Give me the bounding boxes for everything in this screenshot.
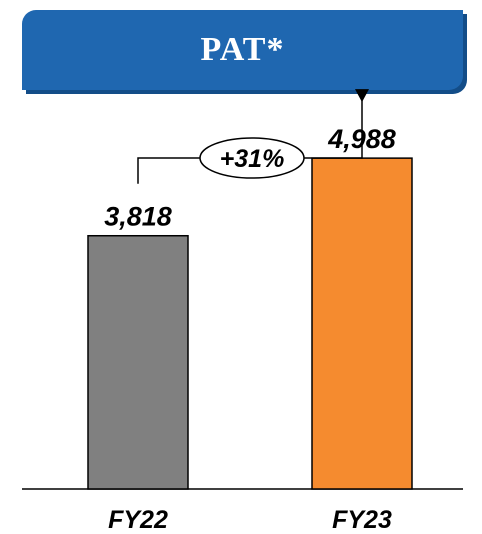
- category-label-fy22: FY22: [108, 506, 168, 534]
- bar-fy23: [311, 157, 413, 490]
- value-label-fy22: 3,818: [104, 202, 172, 232]
- bar-fy22: [87, 234, 189, 490]
- title-banner: PAT*: [22, 10, 463, 90]
- growth-arrow-head: [355, 89, 369, 103]
- category-label-fy23: FY23: [332, 506, 392, 534]
- growth-badge-label: +31%: [220, 145, 285, 173]
- growth-badge: [199, 137, 305, 179]
- chart-title: PAT*: [200, 31, 285, 68]
